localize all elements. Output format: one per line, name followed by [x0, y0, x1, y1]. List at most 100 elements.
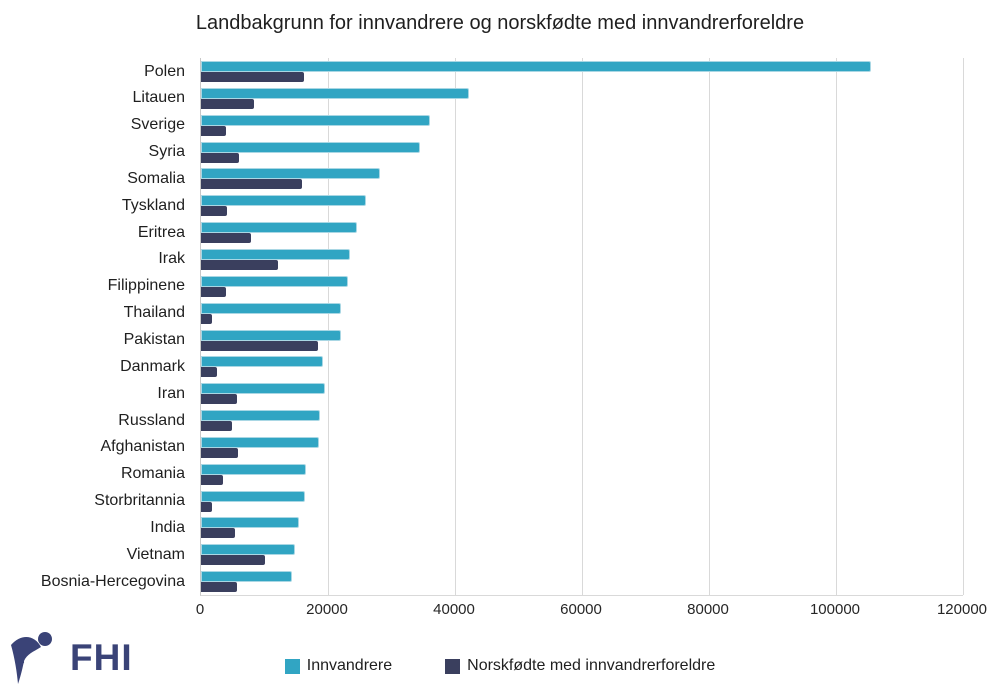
category-label: Thailand: [123, 304, 185, 322]
bar-innvandrere: [201, 383, 326, 395]
bar-norskfodte: [201, 72, 304, 82]
bar-innvandrere: [201, 87, 469, 99]
category-label: Pakistan: [123, 331, 185, 348]
category-label: Filippinene: [107, 277, 185, 295]
bar-row: [201, 568, 963, 595]
bar-innvandrere: [201, 356, 323, 368]
fhi-logo: FHI: [8, 628, 133, 686]
bar-innvandrere: [201, 436, 320, 448]
bar-row: [201, 353, 963, 380]
bar-row: [201, 541, 963, 568]
bar-row: [201, 165, 963, 192]
category-label: Storbritannia: [94, 492, 185, 510]
bar-row: [201, 85, 963, 112]
bar-norskfodte: [201, 259, 279, 270]
gridline: [582, 58, 583, 595]
bar-innvandrere: [201, 517, 299, 529]
bar-norskfodte: [201, 447, 239, 458]
category-label: Syria: [148, 143, 185, 161]
category-label: Eritrea: [137, 223, 185, 241]
bar-row: [201, 434, 963, 461]
category-axis: Polen Litauen Sverige Syria Somalia Tyskland E…: [0, 58, 193, 595]
bar-row: [201, 139, 963, 166]
bar-norskfodte: [201, 367, 217, 378]
x-tick-label: 20000: [306, 601, 348, 618]
bar-row: [201, 407, 963, 434]
bar-innvandrere: [201, 490, 305, 502]
category-label: Polen: [144, 62, 185, 80]
legend-swatch-icon: [284, 658, 300, 674]
bar-row: [201, 192, 963, 219]
bar-row: [201, 58, 963, 85]
bar-norskfodte: [201, 125, 227, 136]
legend-label: Norskfødte med innvandrerforeldre: [467, 657, 716, 674]
bar-innvandrere: [201, 114, 430, 126]
bar-norskfodte: [201, 313, 212, 324]
bar-innvandrere: [201, 410, 321, 422]
bar-innvandrere: [201, 248, 351, 260]
bar-row: [201, 273, 963, 300]
bar-innvandrere: [201, 302, 342, 314]
legend-label: Innvandrere: [306, 657, 393, 674]
bar-innvandrere: [201, 329, 342, 341]
bar-row: [201, 327, 963, 354]
bar-row: [201, 514, 963, 541]
x-tick-label: 40000: [433, 601, 475, 618]
category-label: Russland: [118, 411, 185, 429]
bar-innvandrere: [201, 141, 421, 153]
plot-area: [200, 58, 964, 596]
legend-item: Innvandrere: [284, 657, 393, 675]
bar-row: [201, 219, 963, 246]
legend: Innvandrere Norskfødte med innvandrerfore…: [140, 652, 860, 680]
category-label: Sverige: [130, 116, 185, 134]
bar-row: [201, 461, 963, 488]
fhi-logo-text: FHI: [70, 636, 133, 678]
x-tick-label: 80000: [687, 601, 729, 618]
bar-innvandrere: [201, 168, 381, 180]
category-label: Iran: [157, 384, 185, 402]
category-label: Vietnam: [126, 545, 185, 563]
x-axis: 0 20000 40000 60000 80000 100000 120000: [196, 601, 987, 623]
bar-innvandrere: [201, 275, 348, 287]
bar-row: [201, 488, 963, 515]
gridline: [328, 58, 329, 595]
bar-norskfodte: [201, 555, 265, 566]
bar-norskfodte: [201, 582, 237, 593]
gridline: [455, 58, 456, 595]
x-tick-label: 60000: [560, 601, 602, 618]
bar-innvandrere: [201, 61, 871, 72]
bar-innvandrere: [201, 195, 367, 207]
gridline: [836, 58, 837, 595]
category-label: Danmark: [120, 357, 185, 375]
gridline: [963, 58, 964, 595]
chart-title: Landbakgrunn for innvandrere og norskfød…: [195, 12, 805, 34]
gridline: [709, 58, 710, 595]
bar-norskfodte: [201, 528, 236, 539]
x-tick-label: 0: [195, 601, 205, 618]
category-label: Irak: [158, 250, 185, 268]
category-label: Afghanistan: [100, 438, 185, 456]
bar-norskfodte: [201, 421, 233, 432]
bar-norskfodte: [201, 152, 240, 163]
bar-row: [201, 380, 963, 407]
category-label: Bosnia-Hercegovina: [40, 572, 185, 590]
category-label: India: [150, 518, 185, 536]
category-label: Romania: [120, 465, 185, 483]
legend-item: Norskfødte med innvandrerforeldre: [445, 657, 715, 675]
bar-norskfodte: [201, 340, 319, 351]
bar-row: [201, 246, 963, 273]
bar-innvandrere: [201, 222, 358, 234]
category-label: Tyskland: [121, 196, 185, 214]
bar-innvandrere: [201, 571, 292, 583]
bar-innvandrere: [201, 544, 295, 556]
category-label: Litauen: [132, 89, 186, 107]
bar-norskfodte: [201, 474, 223, 485]
x-tick-label: 100000: [809, 601, 861, 618]
bar-norskfodte: [201, 501, 212, 512]
bar-norskfodte: [201, 98, 254, 109]
legend-swatch-icon: [445, 658, 461, 674]
bar-norskfodte: [201, 206, 228, 217]
fhi-figure-icon: [11, 632, 52, 684]
x-tick-label: 120000: [936, 601, 988, 618]
